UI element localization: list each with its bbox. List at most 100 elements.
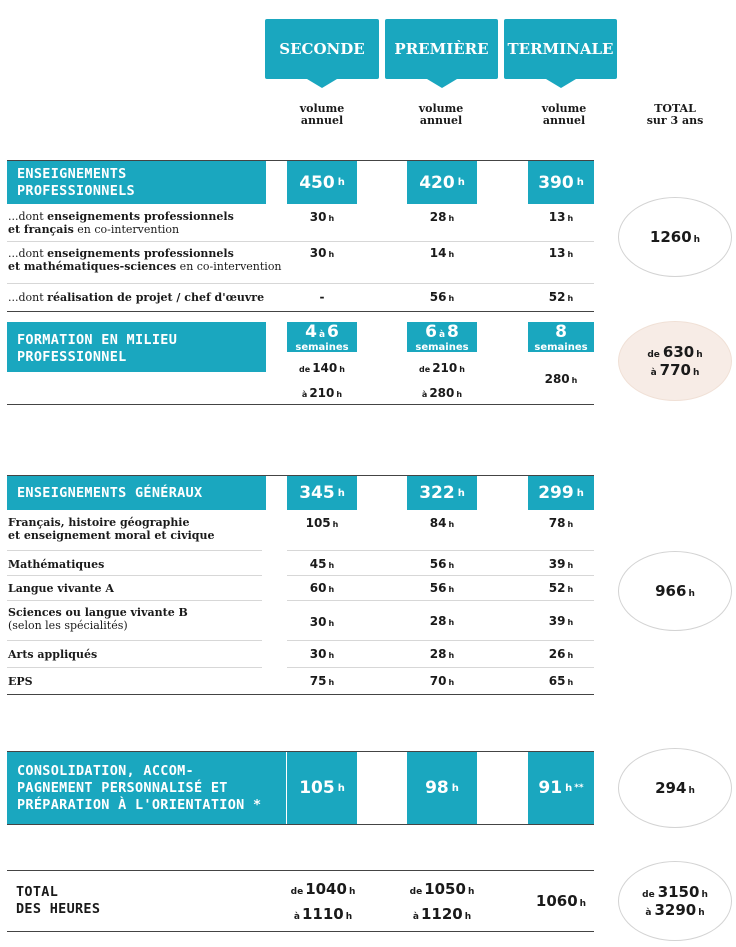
- divider: [7, 667, 262, 668]
- level-label: PREMIÈRE: [394, 40, 489, 58]
- total-premiere-to: à 1120 h: [402, 905, 482, 923]
- unit: h: [464, 912, 472, 922]
- gen-row-5-label: Arts appliqués: [8, 648, 278, 661]
- total-seconde-from: de 1040 h: [283, 880, 363, 898]
- volume-label: volume: [299, 102, 345, 115]
- de-word: de: [419, 365, 431, 374]
- unit: h: [337, 487, 345, 499]
- value: 28: [429, 614, 447, 628]
- section-title-fmp: FORMATION EN MILIEU PROFESSIONNEL: [7, 322, 266, 372]
- unit: h: [448, 585, 455, 594]
- value: 60: [309, 581, 327, 595]
- value: 30: [309, 647, 327, 661]
- table-cell: 13 h: [528, 246, 594, 260]
- bold-text: EPS: [8, 675, 33, 688]
- grand-total-ellipse: de 3150 h à 3290 h: [618, 861, 732, 941]
- conso-hours-premiere: 98 h: [407, 752, 477, 824]
- gen-hours-seconde: 345 h: [287, 476, 357, 510]
- gen-hours-premiere: 322 h: [407, 476, 477, 510]
- unit: h: [456, 390, 463, 399]
- de-word: de: [299, 365, 311, 374]
- value: 75: [309, 674, 327, 688]
- a-word: à: [650, 368, 657, 378]
- value: 4: [305, 321, 317, 342]
- value: 39: [548, 614, 566, 628]
- table-cell: 30 h: [287, 246, 357, 260]
- level-tab-terminale: TERMINALE: [504, 19, 617, 88]
- unit: h: [567, 651, 574, 660]
- table-cell: -: [287, 290, 357, 304]
- bold-text: Français, histoire géographie: [8, 516, 190, 529]
- annual-label: annuel: [419, 114, 463, 127]
- divider: [7, 694, 594, 695]
- value: 65: [548, 674, 566, 688]
- unit: h: [467, 887, 475, 897]
- divider: [7, 575, 262, 576]
- value: 1050: [424, 880, 466, 898]
- table-cell: 52 h: [528, 581, 594, 595]
- conso-hours-terminale: 91 h **: [528, 752, 594, 824]
- value: 1060: [535, 892, 578, 910]
- pro-row-3-label: ...dont réalisation de projet / chef d'œ…: [8, 291, 288, 304]
- value: 1260: [649, 228, 692, 246]
- unit: h: [328, 651, 335, 660]
- unit: h: [567, 250, 574, 259]
- value: 8: [447, 321, 459, 342]
- unit: h: [345, 912, 353, 922]
- unit: h: [567, 520, 574, 529]
- table-cell: 26 h: [528, 647, 594, 661]
- fmp-hours-premiere-to: à 280 h: [407, 386, 477, 400]
- gen-row-1-label: Français, histoire géographie et enseign…: [8, 516, 278, 542]
- value: 966: [655, 582, 687, 600]
- gen-row-6-label: EPS: [8, 675, 278, 688]
- gen-row-2-label: Mathématiques: [8, 558, 278, 571]
- unit: h: [328, 561, 335, 570]
- pro-row-2-label: ...dont enseignements professionnels et …: [8, 247, 288, 273]
- section-title-totals: TOTAL DES HEURES: [7, 871, 266, 931]
- value: 8: [555, 321, 567, 342]
- divider: [287, 550, 594, 551]
- value: 98: [425, 778, 449, 798]
- table-cell: 78 h: [528, 516, 594, 530]
- a-word: à: [293, 912, 300, 922]
- divider: [7, 475, 594, 476]
- title-line: CONSOLIDATION, ACCOM-: [17, 762, 194, 779]
- unit: h: [337, 782, 345, 794]
- value: 3290: [654, 901, 697, 919]
- divider: [7, 751, 594, 752]
- table-cell: 84 h: [407, 516, 477, 530]
- unit: h: [698, 908, 705, 918]
- bold-text: et enseignement moral et civique: [8, 529, 215, 542]
- value: 770: [659, 361, 691, 379]
- unit: h: [448, 618, 455, 627]
- value: 630: [662, 343, 695, 361]
- unit: h: [328, 214, 335, 223]
- divider: [7, 160, 594, 161]
- value: 14: [429, 246, 447, 260]
- unit: h: [457, 487, 465, 499]
- footnote-mark: **: [574, 783, 584, 793]
- value: 56: [429, 290, 447, 304]
- weeks-label: semaines: [415, 341, 469, 353]
- level-label: SECONDE: [279, 40, 365, 58]
- value: 210: [432, 361, 458, 375]
- pro-hours-seconde: 450 h: [287, 161, 357, 204]
- value: 450: [299, 172, 335, 193]
- gen-row-4-label: Sciences ou langue vivante B (selon les …: [8, 606, 278, 632]
- divider: [287, 575, 594, 576]
- unit: h: [567, 618, 574, 627]
- bold-text: réalisation de projet / chef d'œuvre: [47, 291, 265, 304]
- value: 105: [299, 778, 335, 798]
- unit: h: [576, 487, 584, 499]
- value: 345: [299, 483, 335, 503]
- bold-text: enseignements professionnels: [47, 247, 234, 260]
- value: 56: [429, 581, 447, 595]
- value: 322: [419, 483, 455, 503]
- value: 78: [548, 516, 566, 530]
- unit: h: [328, 678, 335, 687]
- divider: [7, 870, 594, 871]
- conso-hours-seconde: 105 h: [287, 752, 357, 824]
- a-word: à: [301, 390, 308, 399]
- weeks-label: semaines: [534, 341, 588, 353]
- bold-text: Arts appliqués: [8, 648, 98, 661]
